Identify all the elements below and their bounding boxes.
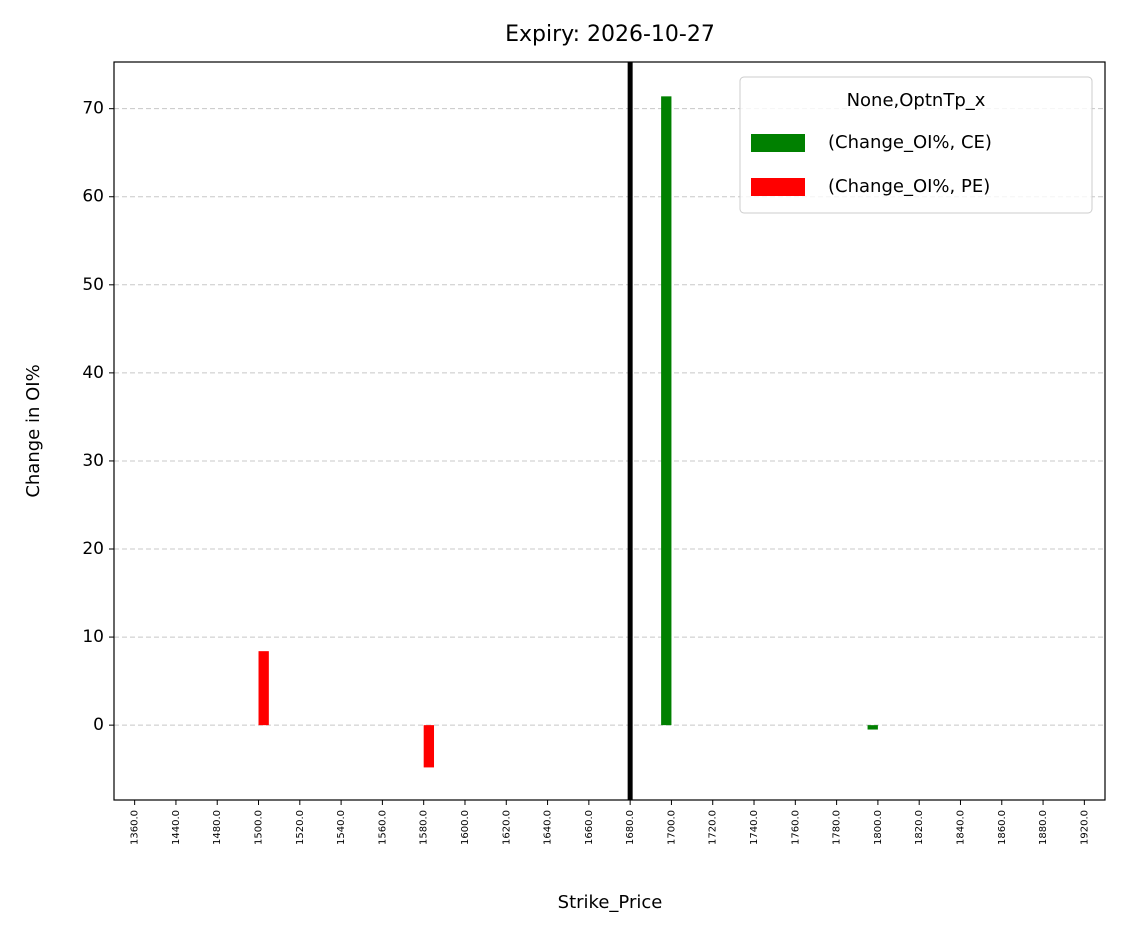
x-tick-label: 1500.0 xyxy=(254,810,265,845)
plot-frame xyxy=(113,61,1106,801)
x-tick-label: 1520.0 xyxy=(295,810,306,845)
y-tick-label: 0 xyxy=(93,715,104,735)
y-tick-label: 50 xyxy=(82,275,104,295)
x-tick-label: 1580.0 xyxy=(419,810,430,845)
x-tick-label: 1720.0 xyxy=(708,810,719,845)
x-tick-label: 1640.0 xyxy=(543,810,554,845)
x-tick-label: 1920.0 xyxy=(1079,810,1090,845)
bar xyxy=(258,651,269,726)
y-tick-label: 20 xyxy=(82,539,104,559)
y-tick-label: 10 xyxy=(82,627,104,647)
x-tick-label: 1880.0 xyxy=(1038,810,1049,845)
x-tick-label: 1660.0 xyxy=(584,810,595,845)
legend-swatch xyxy=(751,178,805,196)
x-tick-label: 1820.0 xyxy=(914,810,925,845)
x-tick-label: 1360.0 xyxy=(130,810,141,845)
x-tick-label: 1440.0 xyxy=(171,810,182,845)
x-tick-label: 1740.0 xyxy=(749,810,760,845)
chart-title: Expiry: 2026-10-27 xyxy=(505,22,715,47)
x-tick-label: 1680.0 xyxy=(625,810,636,845)
legend-label: (Change_OI%, PE) xyxy=(828,176,990,197)
x-tick-label: 1760.0 xyxy=(790,810,801,845)
x-tick-label: 1780.0 xyxy=(832,810,843,845)
y-tick-label: 60 xyxy=(82,187,104,207)
bar xyxy=(867,725,878,730)
legend-title: None,OptnTp_x xyxy=(847,90,986,111)
legend-box xyxy=(739,76,1093,214)
bar xyxy=(423,725,435,768)
x-tick-label: 1560.0 xyxy=(377,810,388,845)
x-tick-label: 1800.0 xyxy=(873,810,884,845)
y-tick-label: 40 xyxy=(82,363,104,383)
legend: None,OptnTp_x (Change_OI%, CE) (Change_OI%… xyxy=(739,76,1093,214)
x-axis-label: Strike_Price xyxy=(558,892,663,913)
legend-label: (Change_OI%, CE) xyxy=(828,132,992,153)
x-tick-label: 1840.0 xyxy=(955,810,966,845)
y-tick-label: 70 xyxy=(82,99,104,119)
x-tick-label: 1700.0 xyxy=(666,810,677,845)
x-tick-label: 1620.0 xyxy=(501,810,512,845)
x-tick-label: 1600.0 xyxy=(460,810,471,845)
x-tick-label: 1480.0 xyxy=(212,810,223,845)
y-axis-label: Change in OI% xyxy=(23,364,44,497)
y-tick-label: 30 xyxy=(82,451,104,471)
bar xyxy=(661,96,672,726)
legend-swatch xyxy=(751,134,805,152)
x-tick-label: 1860.0 xyxy=(997,810,1008,845)
x-tick-label: 1540.0 xyxy=(336,810,347,845)
